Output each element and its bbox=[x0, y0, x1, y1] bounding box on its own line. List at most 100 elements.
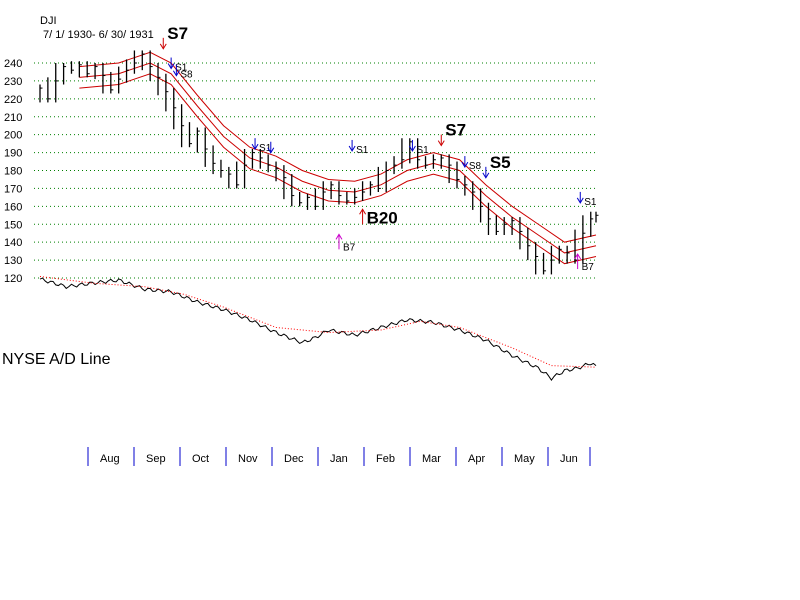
price-bars bbox=[39, 50, 599, 275]
ad-line-label: NYSE A/D Line bbox=[2, 351, 111, 368]
price-bar bbox=[527, 227, 531, 261]
price-bar bbox=[70, 61, 74, 74]
month-label: Nov bbox=[238, 453, 258, 465]
price-bar bbox=[424, 156, 429, 169]
price-bar bbox=[566, 245, 570, 264]
y-tick-label: 180 bbox=[4, 166, 22, 178]
signal-b20: B20 bbox=[359, 208, 398, 227]
month-label: Jan bbox=[330, 453, 348, 465]
price-bar bbox=[582, 215, 586, 264]
price-bar bbox=[495, 215, 499, 235]
price-bar bbox=[133, 50, 137, 74]
price-bar bbox=[487, 202, 491, 235]
signal-b7: B7 bbox=[335, 233, 356, 253]
price-bar bbox=[448, 154, 452, 184]
price-bar bbox=[377, 166, 381, 192]
price-bar bbox=[479, 188, 484, 223]
y-tick-label: 210 bbox=[4, 112, 22, 124]
sell-arrowhead-icon bbox=[167, 63, 175, 70]
price-bar bbox=[243, 149, 248, 189]
price-bar bbox=[401, 138, 405, 169]
month-label: Oct bbox=[192, 453, 209, 465]
price-bar bbox=[393, 156, 397, 175]
price-bar bbox=[228, 166, 232, 189]
price-bar bbox=[118, 66, 122, 94]
price-bar bbox=[322, 181, 326, 210]
y-tick-label: 120 bbox=[4, 273, 22, 285]
buy-arrowhead-icon bbox=[574, 253, 582, 260]
price-bar bbox=[78, 61, 82, 78]
signal-s7: S7 bbox=[437, 121, 466, 147]
sell-arrowhead-icon bbox=[172, 70, 180, 77]
price-bar bbox=[236, 161, 240, 189]
sell-arrowhead-icon bbox=[159, 43, 167, 50]
price-bar bbox=[590, 211, 594, 237]
price-bar bbox=[251, 149, 255, 169]
sell-arrowhead-icon bbox=[437, 140, 445, 147]
signal-label: S1 bbox=[584, 197, 597, 208]
buy-arrowhead-icon bbox=[335, 233, 343, 240]
y-axis: 240 230 220 210 200 190 180 170 160 150 140 130 120 bbox=[4, 58, 22, 285]
chart-subtitle: 7/ 1/ 1930- 6/ 30/ 1931 bbox=[43, 29, 154, 41]
price-bar bbox=[595, 211, 599, 223]
y-tick-label: 190 bbox=[4, 148, 22, 160]
price-bar bbox=[361, 181, 366, 201]
signal-label: S7 bbox=[167, 24, 188, 43]
month-label: Aug bbox=[100, 453, 120, 465]
price-bar bbox=[110, 71, 114, 94]
price-bar bbox=[259, 149, 263, 169]
price-bar bbox=[196, 127, 200, 153]
signal-s1: S1 bbox=[251, 138, 272, 154]
ad-line-panel bbox=[39, 276, 597, 382]
signal-label: S1 bbox=[416, 145, 429, 156]
price-bar bbox=[180, 104, 185, 148]
price-bar bbox=[102, 63, 106, 94]
price-bar bbox=[157, 63, 161, 96]
price-bar bbox=[550, 245, 554, 275]
sell-arrowhead-icon bbox=[348, 145, 356, 152]
month-label: Jun bbox=[560, 453, 578, 465]
price-bar bbox=[503, 217, 507, 235]
price-bar bbox=[417, 138, 421, 169]
month-label: Mar bbox=[422, 453, 441, 465]
price-bar bbox=[354, 188, 358, 205]
price-bar bbox=[204, 127, 208, 167]
month-label: Feb bbox=[376, 453, 395, 465]
price-bar bbox=[39, 84, 43, 103]
y-tick-label: 240 bbox=[4, 58, 22, 70]
signal-s1: S1 bbox=[576, 191, 597, 208]
price-bar bbox=[432, 154, 436, 169]
price-bar bbox=[188, 122, 192, 148]
signal-label: S8 bbox=[469, 161, 482, 172]
price-bar bbox=[141, 50, 145, 71]
chart-title: DJI bbox=[40, 15, 57, 27]
y-tick-label: 130 bbox=[4, 255, 22, 267]
price-bar bbox=[55, 63, 59, 103]
price-bar bbox=[346, 192, 350, 205]
price-bar bbox=[298, 192, 303, 207]
sell-arrowhead-icon bbox=[408, 145, 416, 152]
signal-label: S8 bbox=[180, 70, 193, 81]
signal-s1: S1 bbox=[167, 57, 188, 74]
month-axis: Aug Sep Oct Nov Dec Jan Feb Mar Apr May Jun bbox=[87, 447, 591, 466]
price-bar bbox=[62, 63, 67, 85]
signal-label: B7 bbox=[343, 242, 356, 253]
price-bar bbox=[306, 193, 311, 210]
price-bar bbox=[291, 174, 295, 207]
signal-label: B20 bbox=[367, 208, 398, 227]
price-bar bbox=[173, 88, 177, 130]
signal-s5: S5 bbox=[482, 153, 511, 179]
signal-label: S1 bbox=[259, 143, 272, 154]
signal-label: S1 bbox=[356, 145, 369, 156]
y-tick-label: 170 bbox=[4, 183, 22, 195]
y-tick-label: 140 bbox=[4, 237, 22, 249]
price-bar bbox=[542, 252, 547, 275]
price-bar bbox=[283, 165, 287, 200]
price-bar bbox=[47, 77, 51, 103]
price-bar bbox=[440, 154, 444, 169]
month-label: Dec bbox=[284, 453, 304, 465]
price-bar bbox=[369, 181, 373, 196]
y-tick-label: 230 bbox=[4, 76, 22, 88]
